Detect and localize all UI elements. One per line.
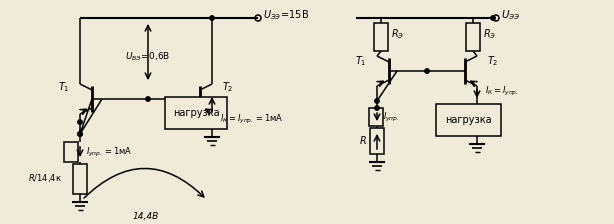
Circle shape (425, 69, 429, 73)
Bar (370, 128, 384, 154)
Text: $I_{\mathregular{упр.}}$: $I_{\mathregular{упр.}}$ (383, 110, 400, 124)
Text: $I_{\mathregular{К}} = I_{\mathregular{упр.}} = 1\text{мА}$: $I_{\mathregular{К}} = I_{\mathregular{у… (220, 112, 284, 125)
Text: $T_1$: $T_1$ (356, 54, 367, 68)
Text: $I_{\mathregular{К}} = I_{\mathregular{упр.}}$: $I_{\mathregular{К}} = I_{\mathregular{у… (485, 84, 519, 97)
Bar (73, 164, 87, 194)
Text: 14,4В: 14,4В (133, 212, 159, 221)
Bar (466, 23, 480, 51)
Text: $U_{\mathregular{БЭ}}\!=\!0{,}6\text{В}$: $U_{\mathregular{БЭ}}\!=\!0{,}6\text{В}$ (125, 50, 171, 63)
Bar (374, 23, 388, 51)
Text: $T_1$: $T_1$ (58, 80, 70, 94)
Circle shape (491, 16, 495, 20)
Text: $T_2$: $T_2$ (222, 80, 233, 94)
Text: $R_{\mathregular{Э}}$: $R_{\mathregular{Э}}$ (483, 27, 496, 41)
Circle shape (375, 106, 379, 110)
Circle shape (78, 132, 82, 136)
Text: $U_{\mathregular{ЭЭ}}$: $U_{\mathregular{ЭЭ}}$ (501, 8, 521, 22)
Bar (436, 104, 501, 136)
Text: $I_{\mathregular{упр.}} = 1\text{мА}$: $I_{\mathregular{упр.}} = 1\text{мА}$ (86, 145, 133, 159)
Circle shape (78, 132, 82, 136)
Text: $U_{\mathregular{ЭЭ}}\!=\!15\text{В}$: $U_{\mathregular{ЭЭ}}\!=\!15\text{В}$ (263, 8, 309, 22)
Text: $R/14{,}4\text{к}$: $R/14{,}4\text{к}$ (28, 172, 62, 184)
Circle shape (146, 97, 150, 101)
Bar (165, 97, 227, 129)
Circle shape (375, 99, 379, 103)
Text: $R_{\mathregular{Э}}$: $R_{\mathregular{Э}}$ (391, 27, 405, 41)
Text: $T_2$: $T_2$ (487, 54, 499, 68)
Bar (369, 108, 383, 126)
Circle shape (210, 16, 214, 20)
Text: нагрузка: нагрузка (173, 108, 219, 118)
Text: $R$: $R$ (359, 134, 367, 146)
Circle shape (78, 120, 82, 124)
Bar (64, 142, 78, 162)
Text: нагрузка: нагрузка (445, 115, 492, 125)
